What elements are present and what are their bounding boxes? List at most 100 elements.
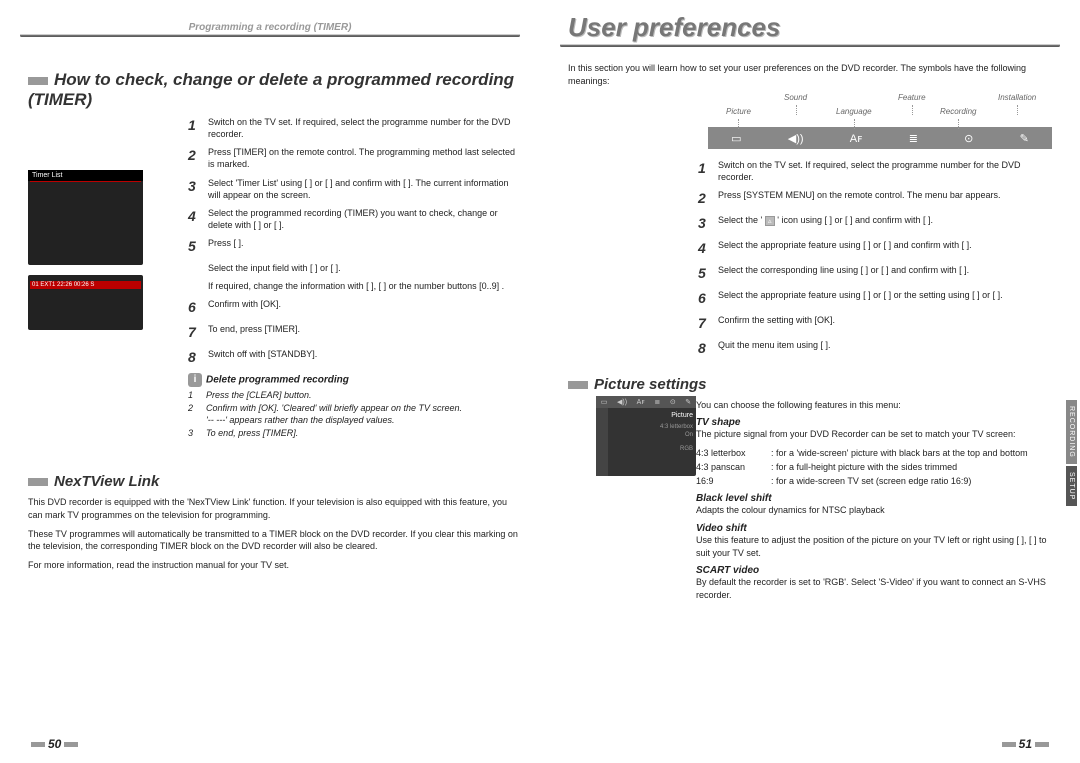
tab-setup: SETUP [1066,466,1077,506]
step: 1Switch on the TV set. If required, sele… [188,116,520,140]
side-tabs: RECORDING SETUP [1066,400,1080,508]
step-number: 5 [698,264,718,283]
step-text: Switch off with [STANDBY]. [208,348,520,367]
step: 8Quit the menu item using [ ]. [698,339,1052,358]
subhead-video: Video shift [696,523,1052,534]
page-right: User preferences In this section you wil… [540,0,1080,763]
step-number: 8 [188,348,208,367]
menu-icon: ▭ [731,132,741,145]
step-number: 4 [698,239,718,258]
page-spread: Programming a recording (TIMER) How to c… [0,0,1080,763]
menu-icon: ⊙ [964,132,973,145]
step-text: Confirm with [OK]. [208,298,520,317]
step-number: 5 [188,237,208,256]
page-number-right: 51 [999,737,1052,751]
step: 6Confirm with [OK]. [188,298,520,317]
step-number: 2 [698,189,718,208]
tvshape-row: 16:9: for a wide-screen TV set (screen e… [696,475,1052,487]
info-icon: i [188,373,202,387]
tab-recording: RECORDING [1066,400,1077,464]
step-number: 1 [188,116,208,140]
heading-bar-icon [28,478,48,486]
step: 3Select the ' ▵ ' icon using [ ] or [ ] … [698,214,1052,233]
step-text: Switch on the TV set. If required, selec… [208,116,520,140]
black-text: Adapts the colour dynamics for NTSC play… [696,504,1052,517]
step-text: Select the input field with [ ] or [ ]. [208,262,520,274]
step: Select the input field with [ ] or [ ]. [188,262,520,274]
heading-bar-icon [28,77,48,85]
step-text: Quit the menu item using [ ]. [718,339,1052,358]
icon-legend-block: Sound Feature Installation Picture Langu… [708,93,1052,149]
step-number: 4 [188,207,208,231]
timer-list-screenshot: Timer List [28,170,143,265]
menu-icon: Aꜰ [850,132,863,145]
page-title: User preferences [568,12,780,43]
screen-title: Picture [611,411,693,421]
icon-strip: ▭◀))Aꜰ≣⊙✎ [708,127,1052,149]
scart-text: By default the recorder is set to 'RGB'.… [696,576,1052,601]
note-row: 2Confirm with [OK]. 'Cleared' will brief… [188,402,520,415]
nextview-para2: These TV programmes will automatically b… [28,528,520,553]
top-rule [20,34,520,37]
step-text: Press [ ]. [208,237,520,256]
note-row: 1Press the [CLEAR] button. [188,389,520,402]
step-number: 1 [698,159,718,183]
label-language: Language [836,107,872,116]
delete-note: iDelete programmed recording 1Press the … [188,373,520,439]
step-number: 3 [698,214,718,233]
step-number: 6 [698,289,718,308]
step-number: 6 [188,298,208,317]
step: 5Press [ ]. [188,237,520,256]
step-text: Switch on the TV set. If required, selec… [718,159,1052,183]
timer-list-header: Timer List [28,170,143,181]
step-number [188,262,208,274]
note-row: 3To end, press [TIMER]. [188,427,520,440]
step-text: Select the ' ▵ ' icon using [ ] or [ ] a… [718,214,1052,233]
heading-picture-settings: Picture settings [568,376,1052,393]
picture-menu-screenshot: ▭◀))Aꜰ≣⊙✎ Picture 4:3 letterbox On RGB [596,396,696,476]
step: 7Confirm the setting with [OK]. [698,314,1052,333]
page-number-left: 50 [28,737,81,751]
tvshape-intro: The picture signal from your DVD Recorde… [696,428,1052,441]
menu-icon: ≣ [909,132,918,145]
step: 4Select the programmed recording (TIMER)… [188,207,520,231]
label-recording: Recording [940,107,976,116]
pic-intro: You can choose the following features in… [696,399,1052,412]
step-text: Select the programmed recording (TIMER) … [208,207,520,231]
label-installation: Installation [998,93,1036,102]
heading-nextview: NexTView Link [28,473,520,490]
note-row: '-- ---' appears rather than the display… [188,414,520,427]
heading-check-change-delete: How to check, change or delete a program… [28,70,520,110]
step-text: To end, press [TIMER]. [208,323,520,342]
step: 4Select the appropriate feature using [ … [698,239,1052,258]
label-sound: Sound [784,93,807,102]
menu-icon: ◀)) [788,132,804,145]
step-text: Select the appropriate feature using [ ]… [718,239,1052,258]
step: 3Select 'Timer List' using [ ] or [ ] an… [188,177,520,201]
timer-field-line: 01 EXT1 22:26 00:26 S [30,281,141,289]
nextview-para1: This DVD recorder is equipped with the '… [28,496,520,521]
step-text: Select the appropriate feature using [ ]… [718,289,1052,308]
step: 7To end, press [TIMER]. [188,323,520,342]
label-feature: Feature [898,93,926,102]
picture-settings-body: You can choose the following features in… [696,399,1052,602]
label-picture: Picture [726,107,751,116]
picture-settings-section: Picture settings ▭◀))Aꜰ≣⊙✎ Picture 4:3 l… [568,376,1052,602]
step-text: Press [TIMER] on the remote control. The… [208,146,520,170]
right-content: In this section you will learn how to se… [568,62,1052,607]
step-text: If required, change the information with… [208,280,520,292]
step-text: Press [SYSTEM MENU] on the remote contro… [718,189,1052,208]
step-text: Select the corresponding line using [ ] … [718,264,1052,283]
subhead-tvshape: TV shape [696,417,1052,428]
steps-list-right: 1Switch on the TV set. If required, sele… [698,159,1052,358]
step: 6Select the appropriate feature using [ … [698,289,1052,308]
breadcrumb: Programming a recording (TIMER) [189,22,352,33]
intro-text: In this section you will learn how to se… [568,62,1052,87]
icon-labels: Sound Feature Installation Picture Langu… [708,93,1052,123]
tvshape-row: 4:3 panscan: for a full-height picture w… [696,461,1052,473]
step-number [188,280,208,292]
step-number: 7 [188,323,208,342]
video-text: Use this feature to adjust the position … [696,534,1052,559]
subhead-black: Black level shift [696,493,1052,504]
timer-field-screenshot: 01 EXT1 22:26 00:26 S [28,275,143,330]
